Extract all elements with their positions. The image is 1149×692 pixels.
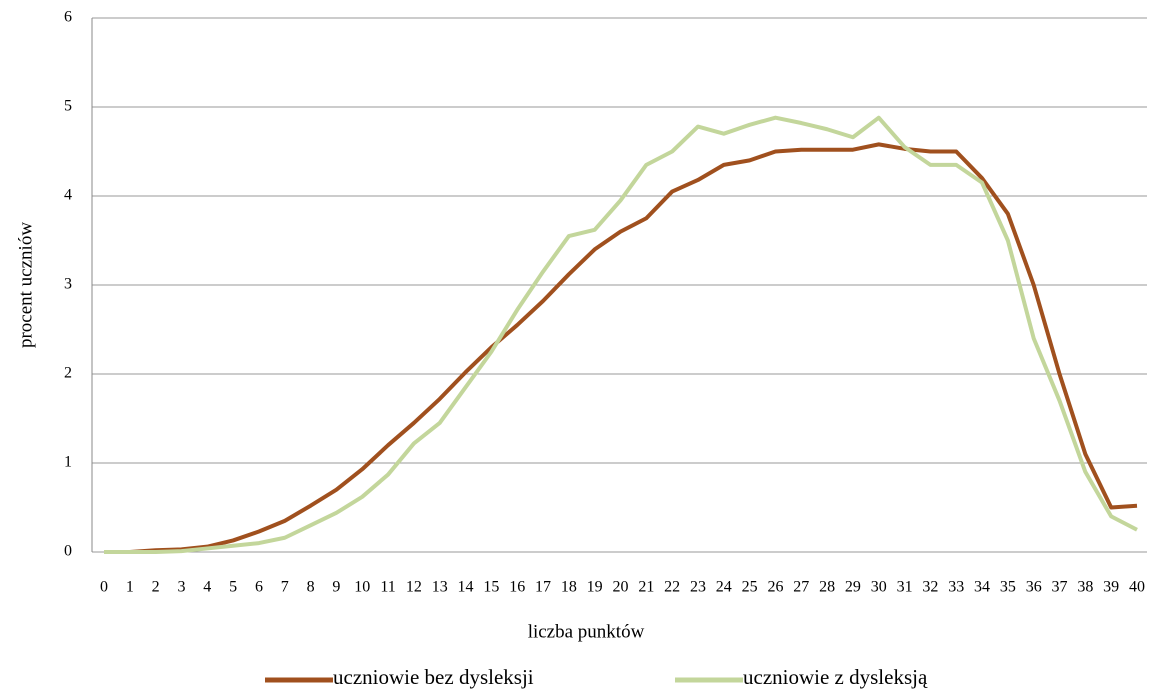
x-tick-label: 0 (100, 579, 108, 596)
x-tick-label: 27 (793, 579, 809, 596)
x-tick-label: 35 (1000, 579, 1016, 596)
y-tick-label: 3 (64, 276, 72, 293)
x-axis-title: liczba punktów (528, 621, 645, 642)
x-tick-label: 10 (354, 579, 370, 596)
legend-label: uczniowie z dysleksją (743, 665, 928, 689)
x-tick-label: 15 (483, 579, 499, 596)
x-tick-label: 38 (1077, 579, 1093, 596)
x-tick-label: 25 (742, 579, 758, 596)
x-tick-label: 34 (974, 579, 990, 596)
x-tick-label: 7 (281, 579, 289, 596)
series-line (104, 115, 1138, 554)
x-tick-label: 26 (767, 579, 783, 596)
series-line (104, 142, 1138, 554)
x-tick-label: 28 (819, 579, 835, 596)
x-tick-label: 1 (126, 579, 134, 596)
x-tick-label: 37 (1052, 579, 1068, 596)
x-tick-label: 31 (897, 579, 913, 596)
x-tick-label: 8 (307, 579, 315, 596)
y-axis-title: procent uczniów (15, 222, 36, 348)
x-tick-label: 19 (587, 579, 603, 596)
legend-label: uczniowie bez dysleksji (333, 665, 534, 689)
x-tick-label: 3 (177, 579, 185, 596)
y-tick-label: 2 (64, 365, 72, 382)
y-tick-label: 0 (64, 543, 72, 560)
y-tick-label: 5 (64, 98, 72, 115)
x-tick-label: 11 (380, 579, 395, 596)
x-tick-label: 14 (458, 579, 474, 596)
x-tick-label: 24 (716, 579, 732, 596)
x-tick-label: 23 (690, 579, 706, 596)
x-tick-label: 32 (922, 579, 938, 596)
x-tick-label: 2 (152, 579, 160, 596)
x-tick-label: 9 (332, 579, 340, 596)
x-tick-label: 29 (845, 579, 861, 596)
y-tick-label: 6 (64, 9, 72, 26)
x-tick-label: 39 (1103, 579, 1119, 596)
x-tick-label: 12 (406, 579, 422, 596)
x-tick-label: 33 (948, 579, 964, 596)
x-tick-label: 4 (203, 579, 211, 596)
x-tick-label: 5 (229, 579, 237, 596)
x-tick-label: 36 (1026, 579, 1042, 596)
x-tick-label: 22 (664, 579, 680, 596)
x-tick-label: 17 (535, 579, 551, 596)
x-tick-label: 40 (1129, 579, 1145, 596)
x-tick-label: 6 (255, 579, 263, 596)
x-tick-label: 30 (871, 579, 887, 596)
x-tick-label: 20 (613, 579, 629, 596)
y-tick-label: 1 (64, 454, 72, 471)
y-tick-label: 4 (64, 187, 72, 204)
x-tick-label: 16 (509, 579, 525, 596)
x-tick-label: 13 (432, 579, 448, 596)
x-tick-label: 18 (561, 579, 577, 596)
x-tick-label: 21 (638, 579, 654, 596)
